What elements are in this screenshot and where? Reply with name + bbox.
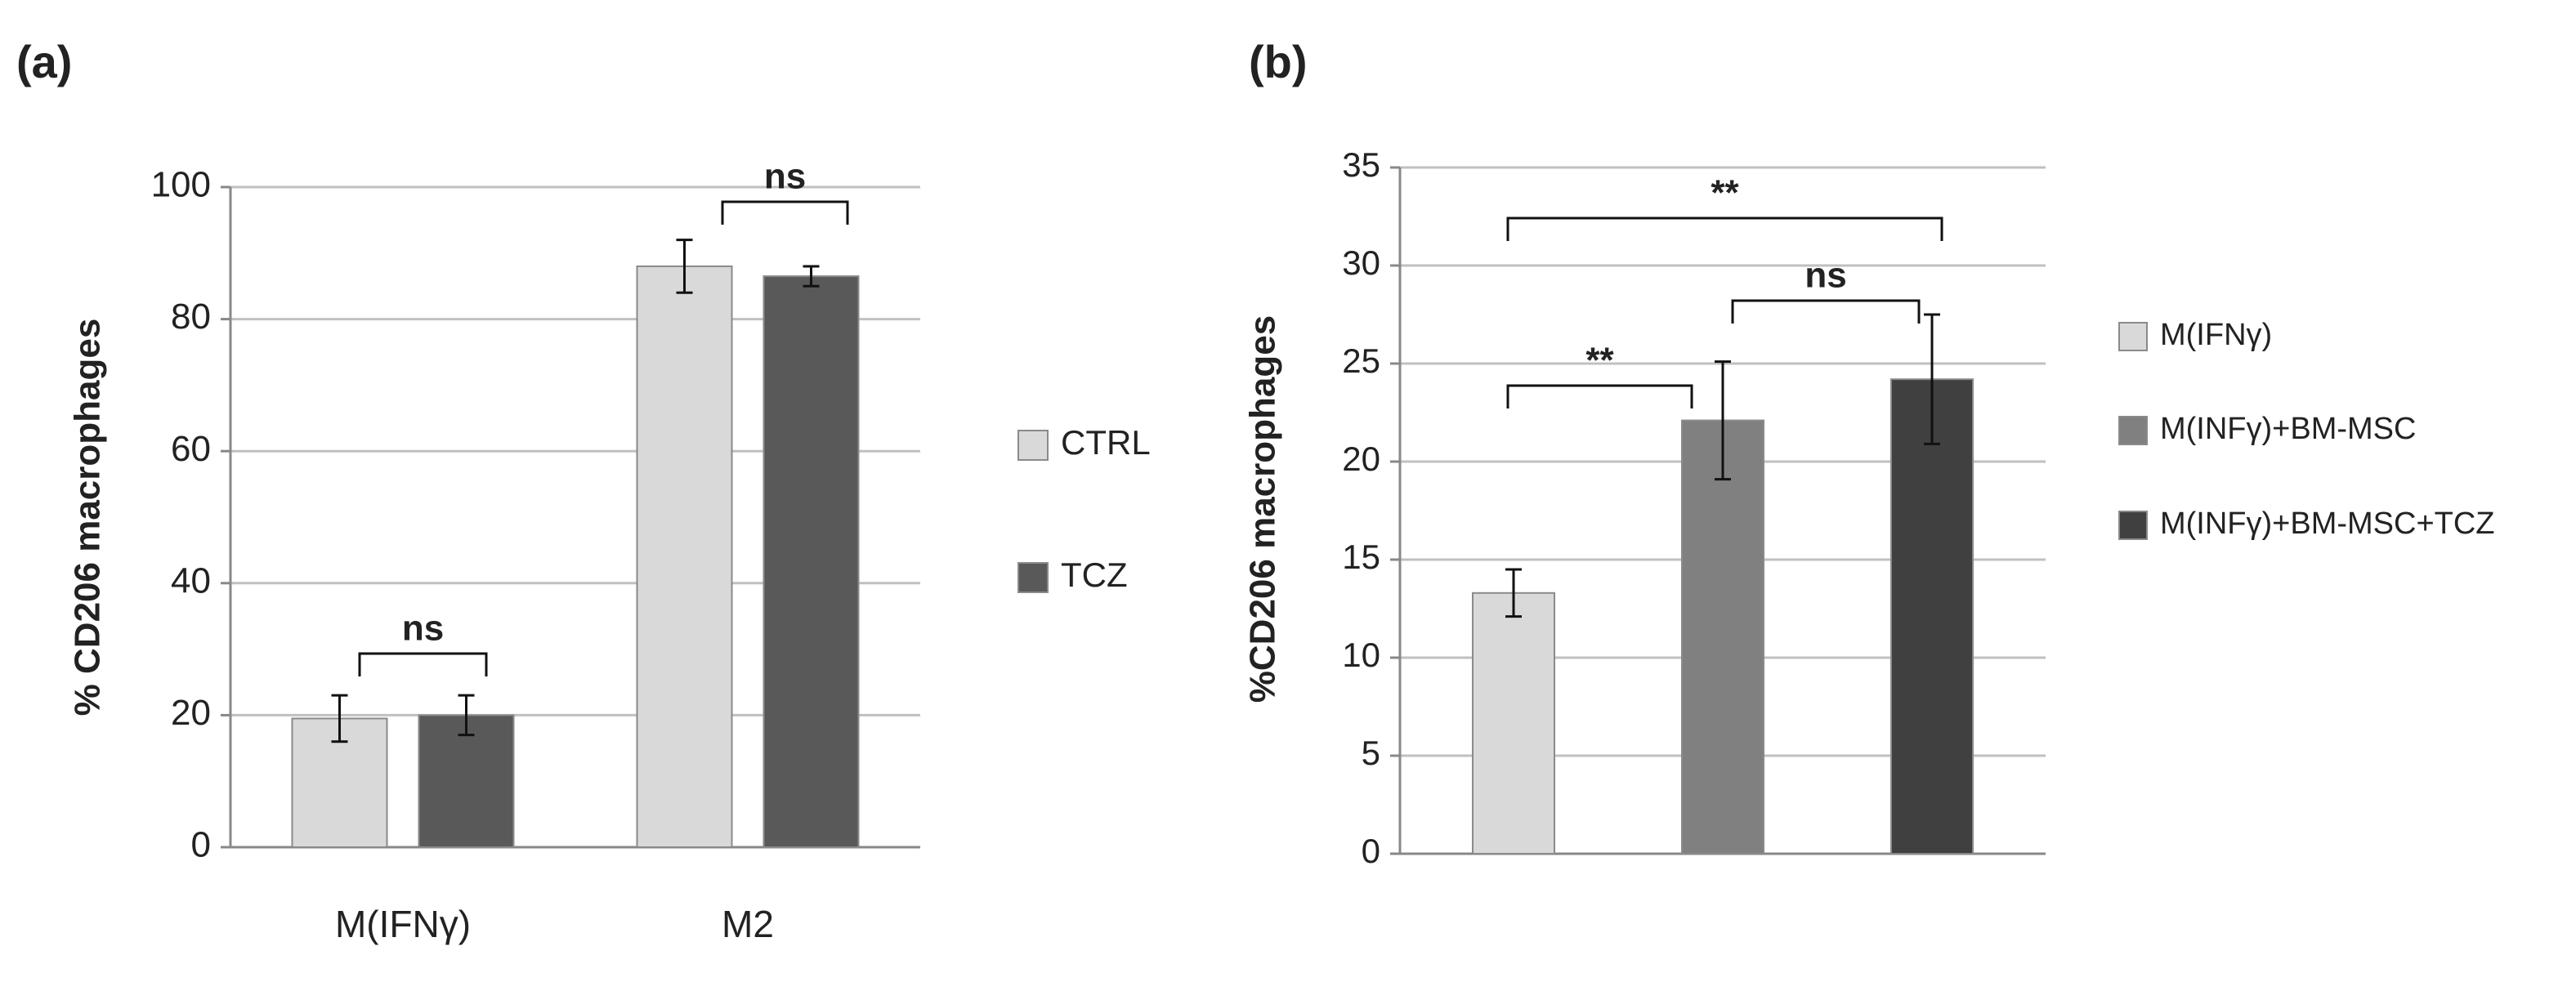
y-tick-label: 35 <box>1342 145 1380 184</box>
y-tick-label: 40 <box>171 560 211 600</box>
y-tick-label: 80 <box>171 297 211 337</box>
error-bar <box>1924 313 1940 445</box>
bar <box>418 714 515 849</box>
error-bar <box>1715 360 1731 481</box>
error-bar <box>458 694 475 737</box>
error-bar <box>803 265 820 288</box>
x-tick-label: M(IFNγ) <box>335 903 471 945</box>
significance-bracket <box>1506 216 1943 241</box>
y-tick-label: 100 <box>151 165 211 205</box>
legend-label: M(IFNγ) <box>2160 318 2272 352</box>
y-tick-label: 10 <box>1342 636 1380 674</box>
significance-label: ns <box>1805 256 1846 296</box>
y-tick-label: 20 <box>171 693 211 733</box>
legend-swatch <box>2118 416 2148 445</box>
y-axis-label: % CD206 macrophages <box>68 319 108 716</box>
significance-bracket <box>1731 299 1921 324</box>
y-axis-label: %CD206 macrophages <box>1243 315 1283 703</box>
legend-swatch <box>1017 562 1049 593</box>
y-tick-label: 15 <box>1342 538 1380 576</box>
bar <box>1890 378 1974 855</box>
legend-label: TCZ <box>1061 556 1128 594</box>
y-tick-label: 0 <box>1362 832 1380 870</box>
legend-label: CTRL <box>1061 423 1151 462</box>
y-tick-label: 0 <box>191 825 211 865</box>
bar <box>763 275 860 848</box>
bar <box>636 265 733 848</box>
significance-bracket <box>358 652 488 676</box>
error-bar <box>676 239 693 294</box>
legend-swatch <box>1017 430 1049 461</box>
significance-bracket <box>1506 384 1693 408</box>
legend-label: M(INFγ)+BM-MSC+TCZ <box>2160 507 2495 541</box>
error-bar <box>331 694 348 743</box>
significance-label: ns <box>402 609 444 649</box>
x-tick-label: M2 <box>722 903 774 945</box>
bar <box>1472 591 1555 855</box>
error-bar <box>1505 568 1522 618</box>
significance-label: ** <box>1585 341 1614 381</box>
y-tick-label: 60 <box>171 429 211 469</box>
y-tick-label: 5 <box>1362 734 1380 772</box>
panel-label: (b) <box>1249 36 1308 87</box>
legend-swatch <box>2118 511 2148 540</box>
panel-label: (a) <box>16 36 72 87</box>
significance-label: ** <box>1711 173 1739 213</box>
legend-label: M(INFγ)+BM-MSC <box>2160 412 2416 446</box>
y-tick-label: 30 <box>1342 243 1380 282</box>
y-tick-label: 20 <box>1342 440 1380 478</box>
significance-label: ns <box>764 157 806 197</box>
y-tick-label: 25 <box>1342 341 1380 380</box>
legend-swatch <box>2118 322 2148 351</box>
significance-bracket <box>721 200 849 225</box>
bar <box>1681 419 1764 855</box>
